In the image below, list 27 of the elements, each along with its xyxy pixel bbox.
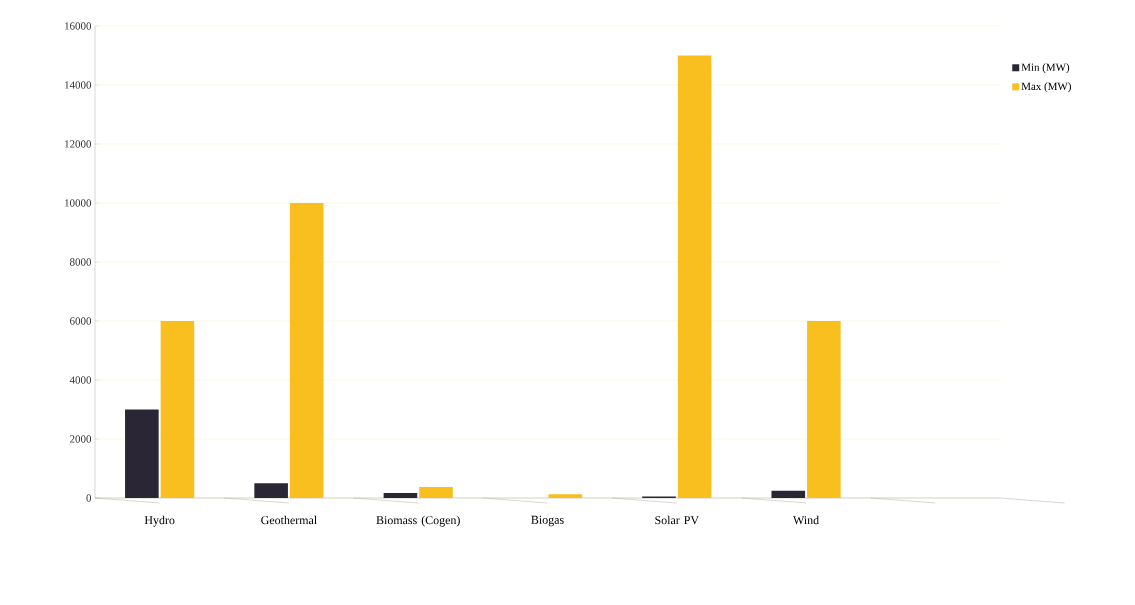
x-tick-label: Biogas	[531, 515, 564, 527]
legend-label: Max (MW)	[1021, 82, 1071, 93]
x-tick-label: Hydro	[144, 515, 175, 527]
x-tick-label: Biomass (Cogen)	[376, 515, 460, 527]
y-tick-label: 10000	[65, 199, 92, 207]
y-tick-label: 14000	[65, 81, 92, 89]
x-tick-label: Geothermal	[261, 515, 317, 525]
y-tick-label: 16000	[65, 22, 92, 30]
bar	[254, 483, 288, 498]
bar	[548, 494, 583, 498]
bar	[807, 321, 841, 498]
x-tick-label: Wind	[793, 515, 819, 525]
bar	[383, 492, 418, 498]
x-tick-label: Solar PV	[655, 515, 699, 525]
bar	[677, 55, 712, 498]
bar	[160, 321, 195, 498]
bar	[125, 409, 159, 498]
legend-label: Min (MW)	[1021, 63, 1070, 74]
bar	[771, 490, 806, 498]
y-tick-label: 6000	[70, 317, 92, 325]
y-tick-label: 8000	[69, 258, 92, 266]
bar	[289, 203, 324, 498]
bar	[419, 487, 453, 498]
y-tick-label: 0	[86, 494, 92, 502]
y-tick-label: 12000	[65, 140, 92, 148]
y-tick-label: 4000	[69, 376, 92, 384]
y-tick-label: 2000	[70, 435, 92, 443]
